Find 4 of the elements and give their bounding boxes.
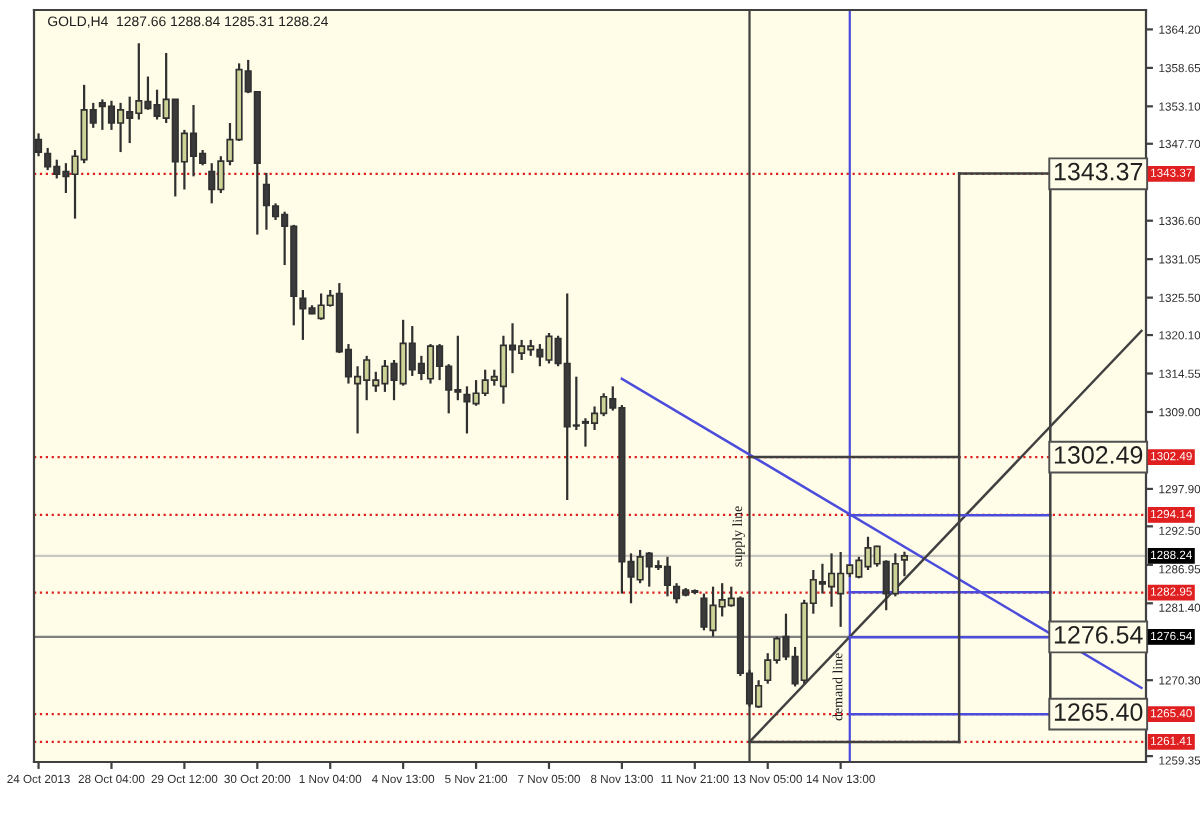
annotation: 1343.37 (1054, 162, 1143, 181)
annotation: 1276.54 (1054, 625, 1143, 644)
annotation: 1302.49 (1054, 446, 1143, 464)
annotation: 1265.40 (1054, 703, 1143, 721)
